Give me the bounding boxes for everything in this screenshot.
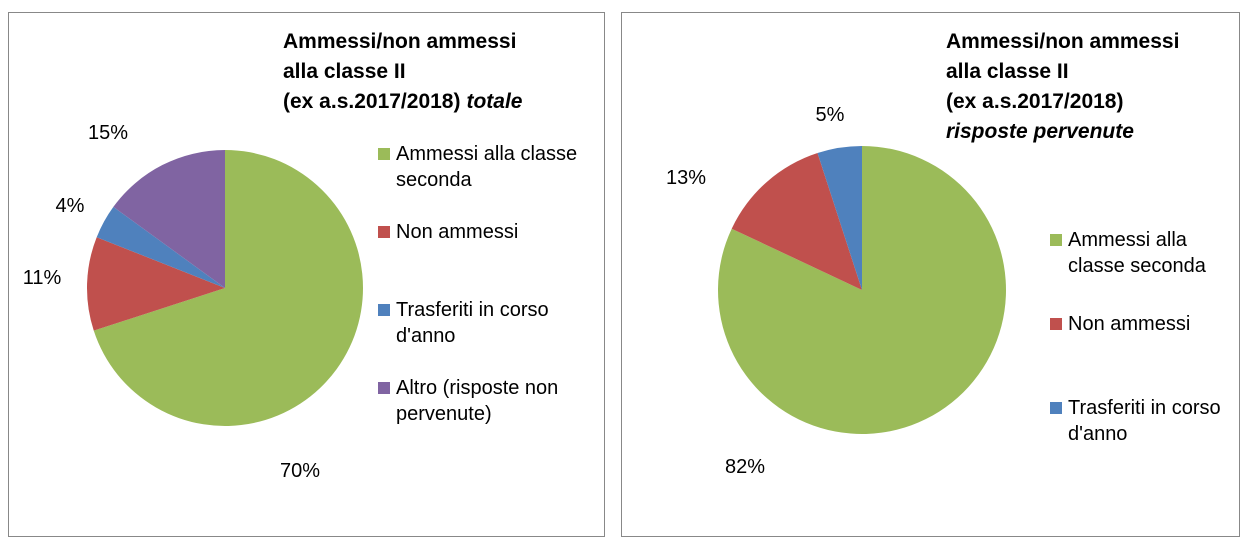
chart-title: alla classe II bbox=[946, 60, 1069, 83]
legend-label: Trasferiti in corso d'anno bbox=[396, 299, 554, 347]
data-label: 11% bbox=[23, 267, 62, 289]
legend-swatch bbox=[378, 226, 390, 238]
legend-label: Ammessi alla classe seconda bbox=[396, 143, 583, 191]
legend-line: Non ammessi bbox=[1068, 313, 1190, 335]
legend-line: Ammessi alla classe bbox=[396, 143, 583, 165]
chart-subtitle: totale bbox=[466, 90, 522, 113]
legend-line: Non ammessi bbox=[396, 221, 518, 243]
pie-slice bbox=[93, 150, 363, 426]
legend-label: Trasferiti in corso d'anno bbox=[1068, 397, 1226, 445]
legend-label: Ammessi alla classe seconda bbox=[1068, 229, 1207, 277]
pie-slice bbox=[817, 146, 862, 290]
legend-label: Altro (risposte non pervenute) bbox=[396, 377, 564, 425]
legend-label: Non ammessi bbox=[1068, 313, 1190, 335]
chart-title: Ammessi/non ammessi bbox=[946, 30, 1179, 53]
chart-title: (ex a.s.2017/2018) bbox=[946, 90, 1123, 113]
chart-subtitle: risposte pervenute bbox=[946, 120, 1134, 143]
pie-slice bbox=[113, 150, 225, 288]
legend-line: d'anno bbox=[396, 325, 455, 347]
data-label: 70% bbox=[280, 460, 320, 482]
legend-line: Ammessi alla bbox=[1068, 229, 1192, 251]
data-label: 4% bbox=[56, 195, 85, 217]
legend-line: Trasferiti in corso bbox=[1068, 397, 1226, 419]
legend-line: classe seconda bbox=[1068, 255, 1207, 277]
chart-title: Ammessi/non ammessi bbox=[283, 30, 516, 53]
legend-swatch bbox=[1050, 234, 1062, 246]
legend-swatch bbox=[378, 382, 390, 394]
data-label: 13% bbox=[666, 167, 706, 189]
pie-slice bbox=[96, 206, 225, 288]
legend-swatch bbox=[378, 304, 390, 316]
legend-line: seconda bbox=[396, 169, 472, 191]
legend-line: pervenute) bbox=[396, 403, 492, 425]
data-label: 82% bbox=[725, 456, 765, 478]
legend-label: Non ammessi bbox=[396, 221, 518, 243]
chart-title: (ex a.s.2017/2018) totale bbox=[283, 90, 523, 113]
legend-line: Trasferiti in corso bbox=[396, 299, 554, 321]
legend-swatch bbox=[1050, 402, 1062, 414]
legend-swatch bbox=[1050, 318, 1062, 330]
chart-title: (ex a.s.2017/2018) bbox=[283, 90, 460, 113]
data-label: 5% bbox=[816, 104, 845, 126]
legend-line: Altro (risposte non bbox=[396, 377, 564, 399]
legend-swatch bbox=[378, 148, 390, 160]
chart-title: alla classe II bbox=[283, 60, 406, 83]
pie-slice bbox=[731, 153, 862, 290]
legend-line: d'anno bbox=[1068, 423, 1127, 445]
data-label: 15% bbox=[88, 122, 128, 144]
pie-slice bbox=[87, 237, 225, 331]
